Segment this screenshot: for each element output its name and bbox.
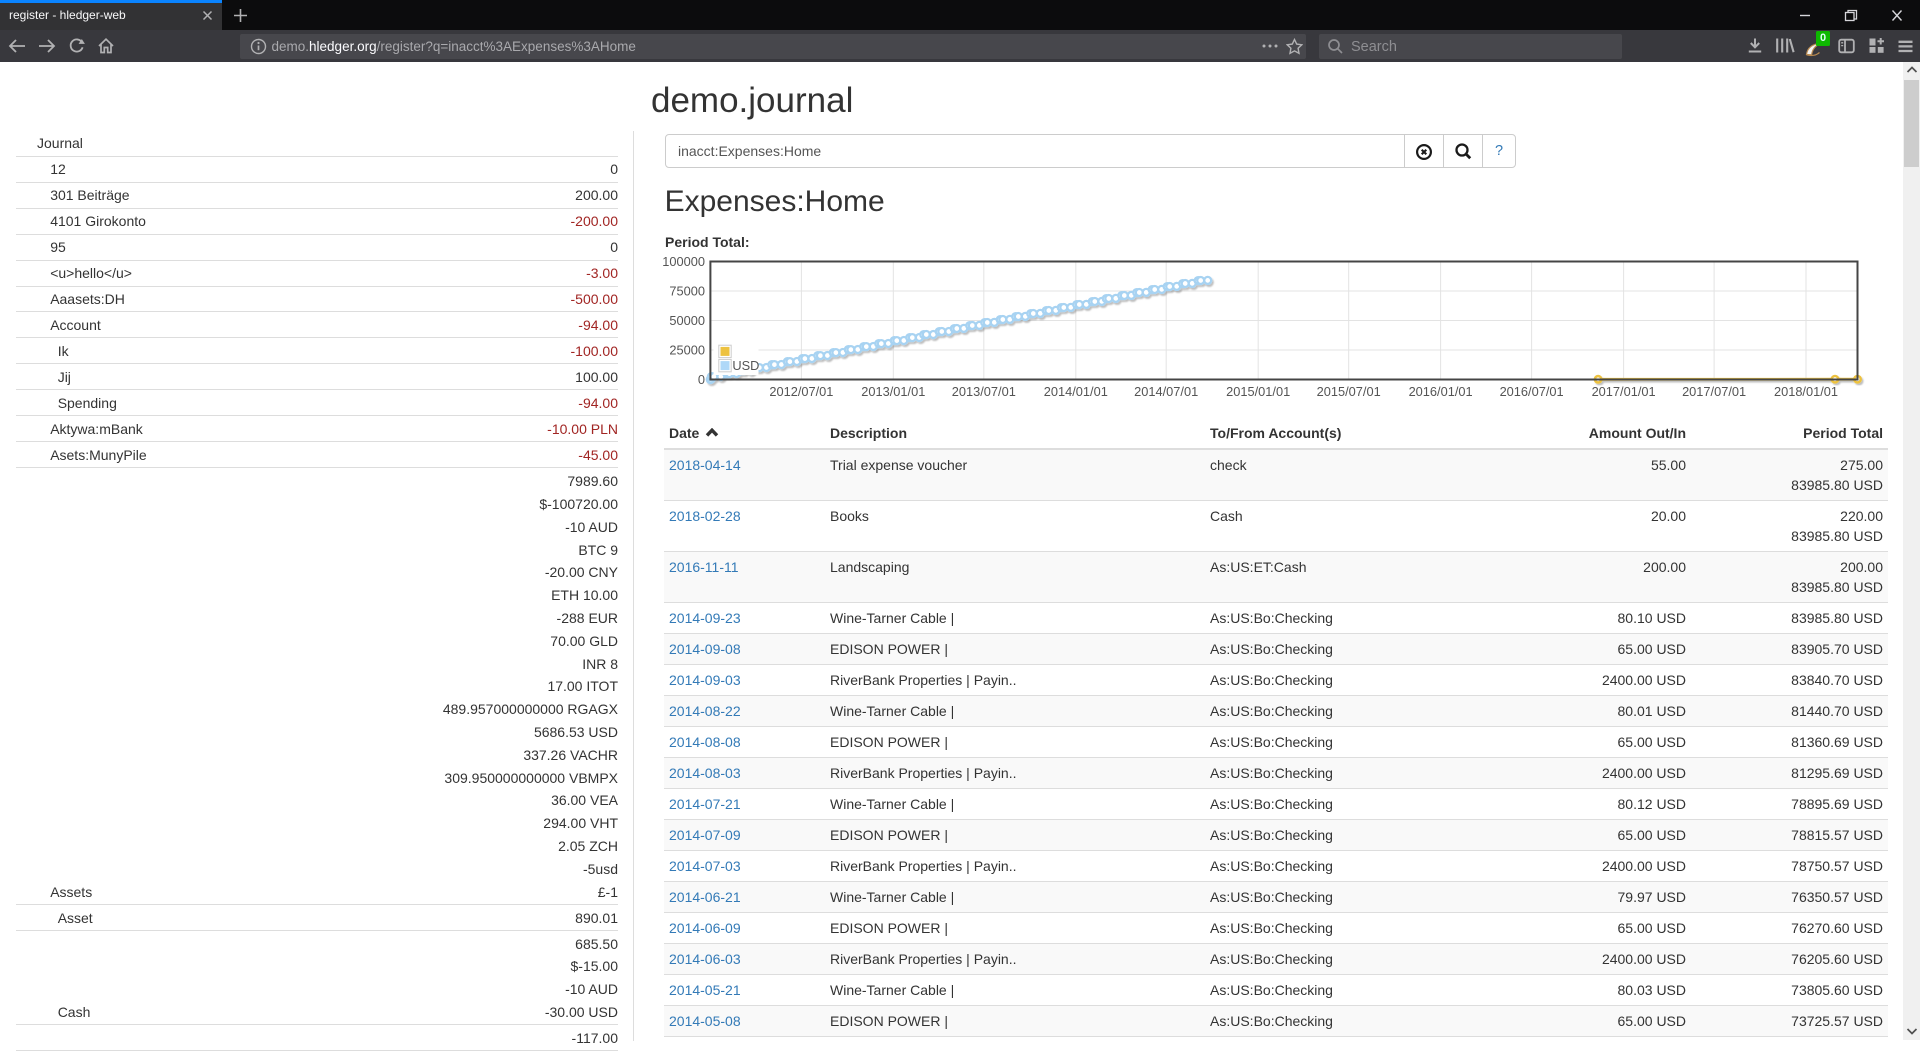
svg-text:75000: 75000 (669, 284, 705, 299)
svg-text:50000: 50000 (669, 313, 705, 328)
svg-text:2016/07/01: 2016/07/01 (1500, 384, 1564, 399)
svg-text:2012/07/01: 2012/07/01 (769, 384, 833, 399)
svg-text:2013/07/01: 2013/07/01 (952, 384, 1016, 399)
svg-text:2014/01/01: 2014/01/01 (1044, 384, 1108, 399)
svg-text:2014/07/01: 2014/07/01 (1134, 384, 1198, 399)
svg-text:2017/07/01: 2017/07/01 (1682, 384, 1746, 399)
svg-text:0: 0 (698, 372, 705, 387)
svg-text:2017/01/01: 2017/01/01 (1592, 384, 1656, 399)
svg-text:25000: 25000 (669, 343, 705, 358)
svg-text:2015/07/01: 2015/07/01 (1317, 384, 1381, 399)
svg-text:USD: USD (732, 358, 759, 373)
svg-text:2018/01/01: 2018/01/01 (1774, 384, 1838, 399)
svg-text:100000: 100000 (662, 254, 705, 269)
svg-text:2016/01/01: 2016/01/01 (1409, 384, 1473, 399)
svg-text:2015/01/01: 2015/01/01 (1226, 384, 1290, 399)
svg-text:2013/01/01: 2013/01/01 (861, 384, 925, 399)
